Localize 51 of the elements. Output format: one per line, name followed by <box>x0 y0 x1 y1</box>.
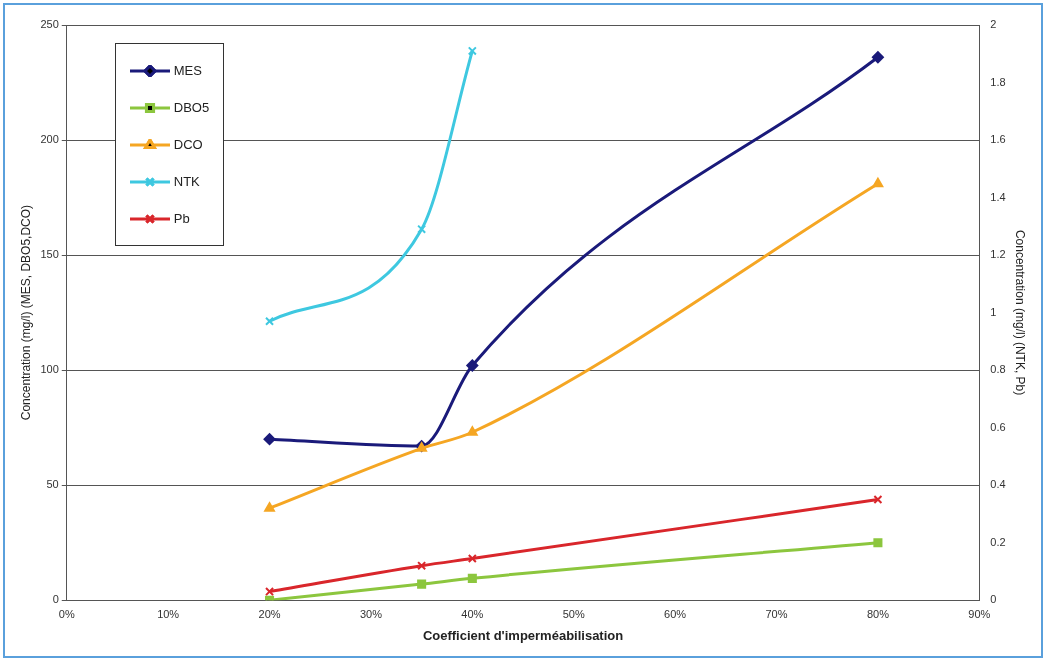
legend-label: DBO5 <box>173 100 210 115</box>
legend-label: MES <box>173 63 202 78</box>
y2-tick-label: 0 <box>990 593 997 606</box>
y-axis-title: Concentration (mg/l) (MES, DBO5,DCO) <box>18 204 33 421</box>
point <box>467 573 477 583</box>
legend-label: DCO <box>173 137 203 152</box>
point <box>467 553 477 564</box>
point <box>873 538 883 548</box>
point <box>417 579 427 589</box>
x-tick-label: 70% <box>765 607 788 620</box>
legend-label: NTK <box>173 174 200 189</box>
y-tick-label: 0 <box>52 593 59 606</box>
x-tick-label: 20% <box>258 607 281 620</box>
point <box>873 495 883 505</box>
x-tick-label: 30% <box>359 607 383 620</box>
point <box>417 224 427 234</box>
point <box>872 177 884 188</box>
point <box>466 359 479 372</box>
y2-tick-label: 1.6 <box>990 133 1006 146</box>
point <box>417 561 427 571</box>
y2-axis-title: Concentration (mg/l) (NTK, Pb) <box>1013 229 1028 396</box>
x-axis-title: Coefficient d'imperméabilisation <box>422 627 624 643</box>
point <box>263 433 276 446</box>
point <box>467 46 477 56</box>
y-tick-label: 100 <box>40 363 59 376</box>
x-tick-label: 60% <box>664 607 687 620</box>
y-tick-label: 150 <box>40 248 59 261</box>
y2-tick-label: 1 <box>990 305 997 318</box>
point <box>467 426 478 436</box>
y2-tick-label: 0.2 <box>990 535 1006 548</box>
x-tick-label: 90% <box>968 607 991 620</box>
point <box>264 502 275 512</box>
y-tick-label: 50 <box>46 478 59 491</box>
y2-tick-label: 0.8 <box>990 363 1006 376</box>
y2-tick-label: 1.2 <box>990 248 1006 261</box>
y2-tick-label: 1.8 <box>990 75 1006 88</box>
point <box>265 316 275 326</box>
x-tick-label: 50% <box>562 607 585 620</box>
y-tick-label: 200 <box>40 133 59 146</box>
y2-tick-label: 0.6 <box>990 420 1006 433</box>
y-tick-label: 250 <box>40 18 59 31</box>
point <box>871 51 884 64</box>
x-tick-label: 40% <box>461 607 484 620</box>
legend-label: Pb <box>173 211 190 226</box>
y2-tick-label: 1.4 <box>990 190 1006 203</box>
point <box>265 587 275 597</box>
x-tick-label: 10% <box>157 607 180 620</box>
y2-tick-label: 0.4 <box>990 478 1006 491</box>
x-tick-label: 80% <box>866 607 890 620</box>
x-tick-label: 0% <box>58 607 75 620</box>
y2-tick-label: 2 <box>990 18 997 31</box>
